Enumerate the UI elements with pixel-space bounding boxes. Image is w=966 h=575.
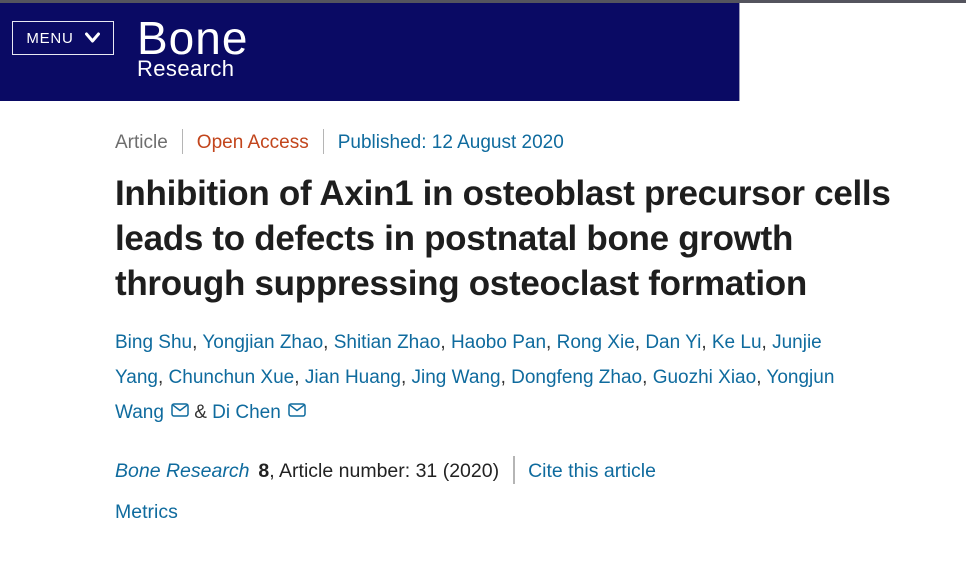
author-comma: , xyxy=(192,332,203,353)
meta-separator xyxy=(322,129,324,154)
author-link[interactable]: Bing Shu xyxy=(115,332,193,353)
author-comma: , xyxy=(756,367,767,388)
author-link[interactable]: Dan Yi xyxy=(645,332,702,353)
journal-logo-line1: Bone xyxy=(137,12,249,64)
author-comma: , xyxy=(294,367,305,388)
author-link[interactable]: Shitian Zhao xyxy=(333,332,441,353)
author-list: Bing Shu, Yongjian Zhao, Shitian Zhao, H… xyxy=(115,325,863,430)
author-comma: , xyxy=(323,332,334,353)
menu-button-label: MENU xyxy=(26,29,74,47)
metrics-row: Metrics xyxy=(115,498,966,526)
author-link[interactable]: Di Chen xyxy=(212,402,281,423)
author-link[interactable]: Jing Wang xyxy=(411,367,501,388)
author-link[interactable]: Guozhi Xiao xyxy=(652,367,757,388)
citation-line: Bone Research 8, Article number: 31 (2020… xyxy=(115,456,966,485)
envelope-icon[interactable] xyxy=(171,402,189,423)
menu-button[interactable]: MENU xyxy=(12,21,114,55)
author-link[interactable]: Junjie Yang xyxy=(115,332,822,388)
author-comma: , xyxy=(634,332,646,353)
author-comma: , xyxy=(400,367,412,388)
article-meta-line: Article Open Access Published: 12 August 2… xyxy=(115,129,966,156)
author-link[interactable]: Jian Huang xyxy=(304,367,401,388)
published-date: Published: 12 August 2020 xyxy=(337,132,564,153)
journal-link[interactable]: Bone Research xyxy=(115,460,250,482)
article-number-text: , Article number: 31 (2020) xyxy=(269,460,500,482)
author-comma: , xyxy=(761,332,773,353)
envelope-icon[interactable] xyxy=(288,402,306,423)
article-type-label: Article xyxy=(115,132,168,153)
author-ampersand: & xyxy=(188,402,213,423)
author-link[interactable]: Haobo Pan xyxy=(450,332,547,353)
journal-logo-line2: Research xyxy=(137,56,235,81)
author-link[interactable]: Dongfeng Zhao xyxy=(511,367,643,388)
top-strip xyxy=(0,0,966,3)
article-header-region: Article Open Access Published: 12 August 2… xyxy=(0,101,966,526)
author-comma: , xyxy=(157,367,169,388)
volume-number: 8 xyxy=(258,460,270,482)
author-comma: , xyxy=(440,332,451,353)
citation-separator xyxy=(513,456,516,484)
metrics-link[interactable]: Metrics xyxy=(115,501,178,523)
meta-separator xyxy=(181,129,183,154)
open-access-label: Open Access xyxy=(196,132,309,153)
author-comma: , xyxy=(642,367,653,388)
journal-logo[interactable]: Bone Research xyxy=(137,15,248,80)
author-comma: , xyxy=(500,367,512,388)
author-link[interactable]: Ke Lu xyxy=(711,332,762,353)
article-title: Inhibition of Axin1 in osteoblast precur… xyxy=(115,174,891,303)
author-link[interactable]: Rong Xie xyxy=(556,332,635,353)
cite-this-article-link[interactable]: Cite this article xyxy=(528,460,656,482)
chevron-down-icon xyxy=(84,32,100,44)
journal-header: MENU Bone Research xyxy=(0,3,740,101)
author-link[interactable]: Yongjian Zhao xyxy=(202,332,324,353)
author-comma: , xyxy=(546,332,557,353)
author-link[interactable]: Yongjun Wang xyxy=(115,367,835,423)
author-link[interactable]: Chunchun Xue xyxy=(168,367,295,388)
author-comma: , xyxy=(701,332,712,353)
